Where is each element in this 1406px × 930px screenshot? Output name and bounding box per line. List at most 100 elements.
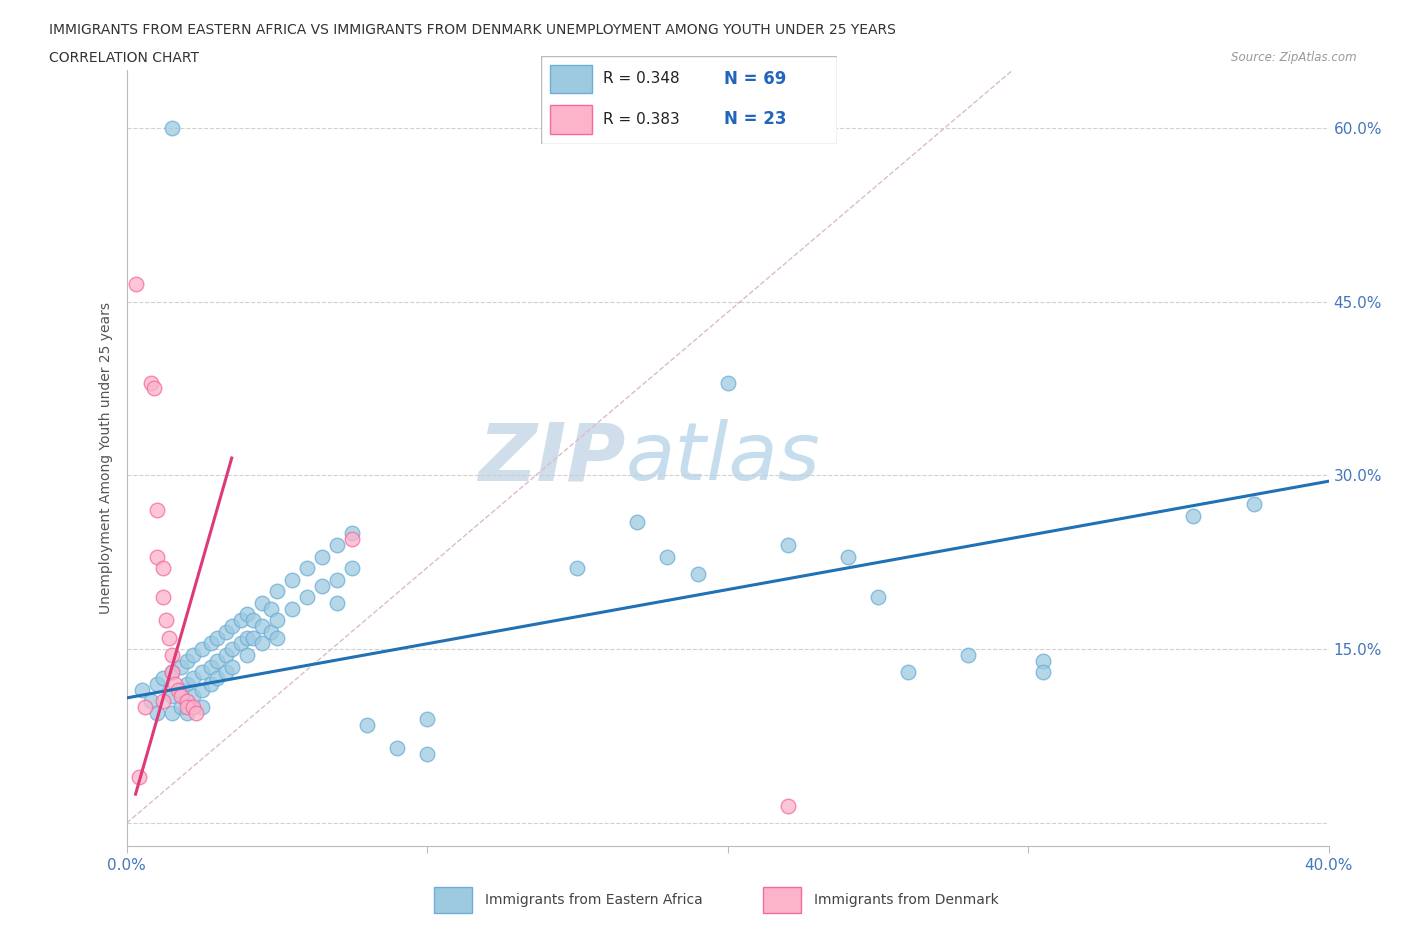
Point bbox=[139, 694, 162, 709]
Point bbox=[176, 699, 198, 714]
Point bbox=[416, 711, 439, 726]
Point bbox=[160, 665, 183, 680]
FancyBboxPatch shape bbox=[550, 65, 592, 93]
Point bbox=[205, 631, 228, 645]
Point bbox=[311, 549, 333, 564]
Point bbox=[250, 618, 273, 633]
Point bbox=[416, 746, 439, 761]
Text: N = 69: N = 69 bbox=[724, 70, 787, 87]
Point bbox=[326, 595, 349, 610]
Point bbox=[200, 636, 222, 651]
Point bbox=[295, 561, 318, 576]
Point bbox=[166, 683, 188, 698]
Y-axis label: Unemployment Among Youth under 25 years: Unemployment Among Youth under 25 years bbox=[100, 302, 114, 614]
Point bbox=[176, 694, 198, 709]
Point bbox=[1243, 497, 1265, 512]
Point bbox=[1032, 665, 1054, 680]
Point bbox=[567, 561, 589, 576]
Point bbox=[131, 683, 153, 698]
Point bbox=[181, 699, 204, 714]
Point bbox=[295, 590, 318, 604]
Point bbox=[235, 607, 259, 622]
Point bbox=[340, 526, 363, 541]
Point bbox=[229, 613, 252, 628]
Point bbox=[176, 706, 198, 721]
Point bbox=[1032, 654, 1054, 669]
FancyBboxPatch shape bbox=[763, 887, 801, 912]
FancyBboxPatch shape bbox=[434, 887, 472, 912]
Point bbox=[250, 636, 273, 651]
Point bbox=[134, 699, 156, 714]
Point bbox=[326, 572, 349, 587]
Point bbox=[215, 647, 238, 662]
Point bbox=[356, 717, 378, 732]
Point bbox=[190, 699, 212, 714]
Text: CORRELATION CHART: CORRELATION CHART bbox=[49, 51, 200, 65]
Point bbox=[242, 613, 264, 628]
Point bbox=[152, 590, 174, 604]
Point bbox=[160, 647, 183, 662]
Point bbox=[266, 613, 288, 628]
Point bbox=[128, 769, 150, 784]
Point bbox=[837, 549, 859, 564]
Point bbox=[221, 618, 243, 633]
Point bbox=[139, 375, 162, 390]
Point bbox=[260, 624, 283, 639]
Text: atlas: atlas bbox=[626, 419, 820, 497]
Point bbox=[326, 538, 349, 552]
Point bbox=[145, 503, 167, 518]
Point bbox=[176, 694, 198, 709]
Point bbox=[250, 595, 273, 610]
Text: R = 0.348: R = 0.348 bbox=[603, 72, 681, 86]
Point bbox=[626, 514, 648, 529]
Point bbox=[181, 688, 204, 703]
Point bbox=[160, 706, 183, 721]
FancyBboxPatch shape bbox=[541, 56, 837, 144]
Text: R = 0.383: R = 0.383 bbox=[603, 112, 681, 126]
Point bbox=[776, 538, 799, 552]
Point bbox=[181, 671, 204, 685]
Point bbox=[266, 631, 288, 645]
Point bbox=[169, 699, 191, 714]
Point bbox=[184, 706, 207, 721]
Point bbox=[260, 602, 283, 617]
Point bbox=[229, 636, 252, 651]
Point bbox=[176, 654, 198, 669]
Point bbox=[190, 665, 212, 680]
Point bbox=[169, 659, 191, 674]
Point bbox=[281, 602, 304, 617]
Point bbox=[657, 549, 679, 564]
Point bbox=[152, 694, 174, 709]
Point bbox=[235, 631, 259, 645]
Point bbox=[190, 642, 212, 657]
Point bbox=[221, 642, 243, 657]
Point bbox=[281, 572, 304, 587]
Point bbox=[181, 647, 204, 662]
Point bbox=[205, 671, 228, 685]
Point bbox=[266, 584, 288, 599]
Text: IMMIGRANTS FROM EASTERN AFRICA VS IMMIGRANTS FROM DENMARK UNEMPLOYMENT AMONG YOU: IMMIGRANTS FROM EASTERN AFRICA VS IMMIGR… bbox=[49, 23, 896, 37]
Point bbox=[145, 706, 167, 721]
Point bbox=[160, 688, 183, 703]
Point bbox=[157, 631, 180, 645]
FancyBboxPatch shape bbox=[550, 105, 592, 134]
Point bbox=[176, 677, 198, 692]
Point bbox=[160, 665, 183, 680]
Text: ZIP: ZIP bbox=[478, 419, 626, 497]
Point bbox=[776, 798, 799, 813]
Text: N = 23: N = 23 bbox=[724, 111, 787, 128]
Point bbox=[155, 613, 177, 628]
Point bbox=[124, 277, 146, 292]
Point bbox=[686, 566, 709, 581]
Point bbox=[242, 631, 264, 645]
Point bbox=[160, 120, 183, 135]
Point bbox=[169, 688, 191, 703]
Point bbox=[956, 647, 979, 662]
Point bbox=[340, 532, 363, 547]
Point bbox=[385, 740, 408, 755]
Point bbox=[152, 671, 174, 685]
Point bbox=[311, 578, 333, 593]
Point bbox=[163, 677, 186, 692]
Text: Source: ZipAtlas.com: Source: ZipAtlas.com bbox=[1232, 51, 1357, 64]
Point bbox=[169, 683, 191, 698]
